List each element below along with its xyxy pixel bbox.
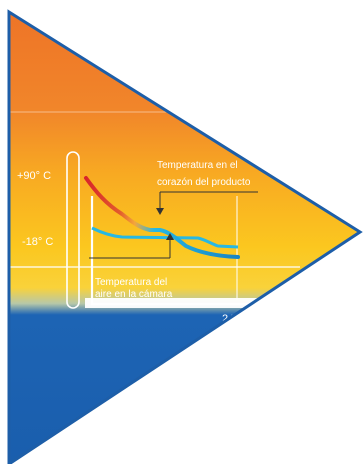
temperature-range-bracket xyxy=(66,151,80,309)
product-core-label-line1: Temperatura en el xyxy=(157,160,238,171)
air-chamber-label-line2: aire en la cámara xyxy=(95,289,173,300)
triangle-border xyxy=(7,9,363,464)
air-chamber-label-line1: Temperatura del xyxy=(95,277,167,288)
temp-high-label: +90° C xyxy=(17,170,51,182)
air-temperature-curve xyxy=(91,226,239,249)
air-arrowhead xyxy=(166,233,174,240)
temp-low-label: -18° C xyxy=(22,236,53,248)
product-core-label-line2: corazón del producto xyxy=(157,177,251,188)
product-core-arrowhead xyxy=(156,208,164,215)
product-core-temperature-curve xyxy=(84,176,240,259)
